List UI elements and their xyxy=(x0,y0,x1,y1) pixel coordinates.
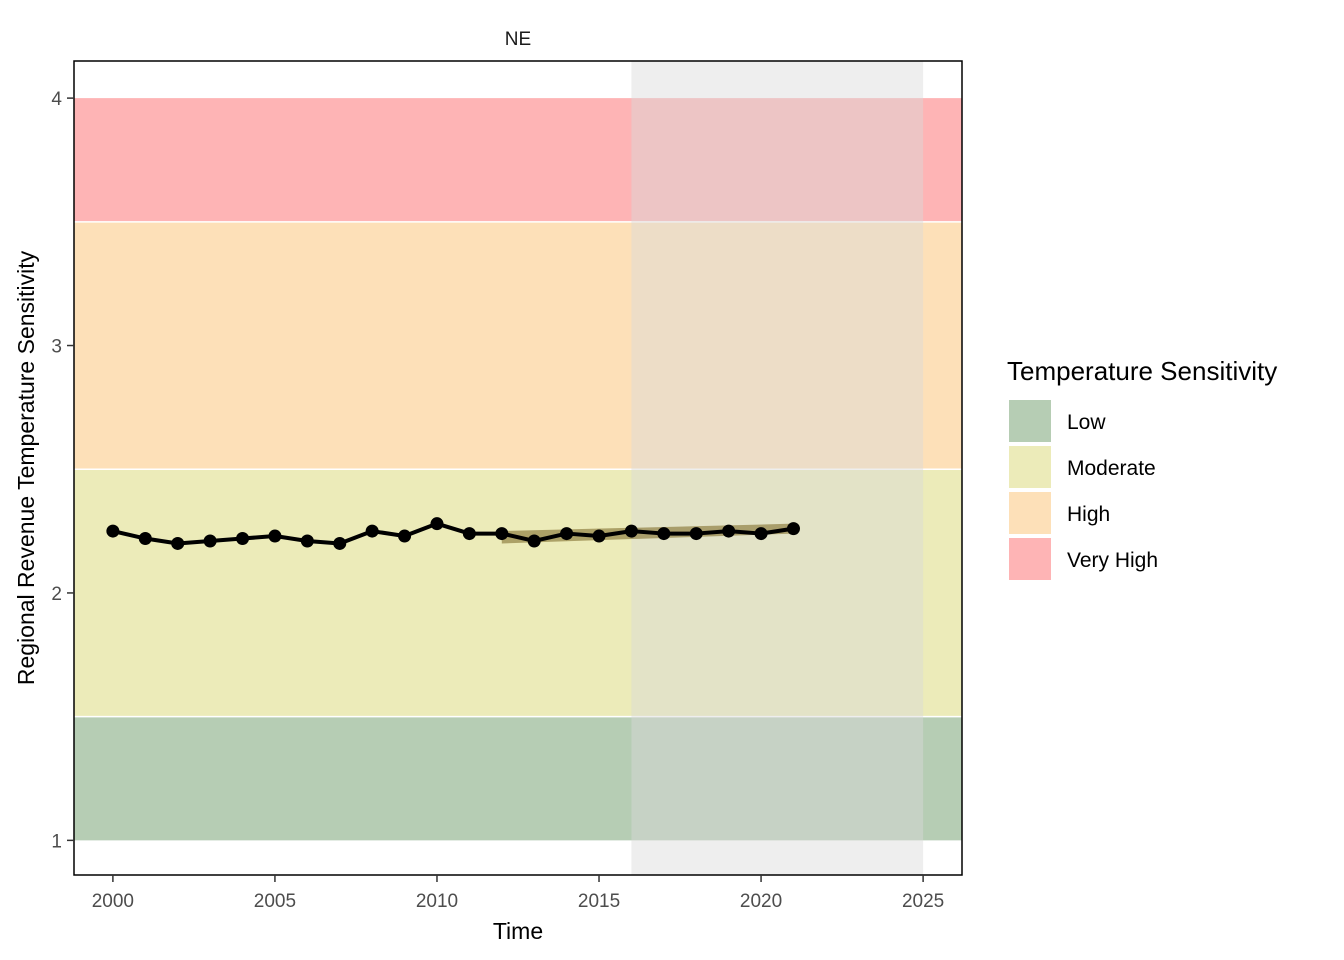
highlight-rect xyxy=(631,61,924,875)
band-moderate xyxy=(74,469,962,717)
series-line xyxy=(112,521,794,546)
legend-key-moderate xyxy=(1009,446,1051,488)
data-point xyxy=(624,524,638,538)
legend-key-high xyxy=(1009,492,1051,534)
x-tick-label: 2000 xyxy=(92,891,134,912)
y-tick-label: 3 xyxy=(51,337,62,358)
data-point xyxy=(430,517,444,531)
x-tick-label: 2005 xyxy=(254,891,296,912)
y-tick-label: 4 xyxy=(51,89,62,110)
data-point xyxy=(462,527,476,541)
data-point xyxy=(592,529,606,543)
legend-title: Temperature Sensitivity xyxy=(1007,356,1277,386)
band-very-high xyxy=(74,98,962,222)
data-point xyxy=(333,536,347,550)
legend-key-low xyxy=(1009,400,1051,442)
legend: Temperature Sensitivity Low Moderate High V… xyxy=(1007,356,1277,580)
facet-label: NE xyxy=(505,29,531,50)
x-axis-ticks: 2000 2005 2010 2015 2020 2025 xyxy=(92,875,944,912)
data-point xyxy=(365,524,379,538)
legend-label: Very High xyxy=(1067,549,1158,572)
x-tick-label: 2025 xyxy=(902,891,944,912)
data-point xyxy=(171,536,185,550)
y-tick-label: 2 xyxy=(51,584,62,605)
data-point xyxy=(236,532,250,546)
band-low xyxy=(74,716,962,841)
y-tick-label: 1 xyxy=(51,831,62,852)
legend-label: High xyxy=(1067,503,1110,526)
band-high xyxy=(74,221,962,470)
data-point xyxy=(300,534,314,548)
data-point xyxy=(722,524,736,538)
legend-label: Moderate xyxy=(1067,457,1156,480)
legend-label: Low xyxy=(1067,411,1106,434)
data-point xyxy=(398,529,412,543)
series xyxy=(106,517,800,550)
band-boundaries xyxy=(74,221,962,718)
data-point xyxy=(268,529,282,543)
data-point xyxy=(786,522,800,536)
data-point xyxy=(138,532,152,546)
data-point xyxy=(657,527,671,541)
y-axis-ticks: 1 2 3 4 xyxy=(51,89,74,852)
sensitivity-bands xyxy=(74,98,962,841)
plot-panel-border xyxy=(73,60,963,876)
x-tick-label: 2015 xyxy=(578,891,620,912)
highlight-region xyxy=(631,61,924,875)
legend-key-very-high xyxy=(1009,538,1051,580)
x-axis-title: Time xyxy=(493,918,543,944)
data-point xyxy=(689,527,703,541)
x-tick-label: 2010 xyxy=(416,891,458,912)
data-point xyxy=(203,534,217,548)
data-point xyxy=(106,524,120,538)
data-point xyxy=(495,527,509,541)
x-tick-label: 2020 xyxy=(740,891,782,912)
y-axis-title: Regional Revenue Temperature Sensitivity xyxy=(13,250,39,685)
data-point xyxy=(754,527,768,541)
data-point xyxy=(527,534,541,548)
data-point xyxy=(560,527,574,541)
